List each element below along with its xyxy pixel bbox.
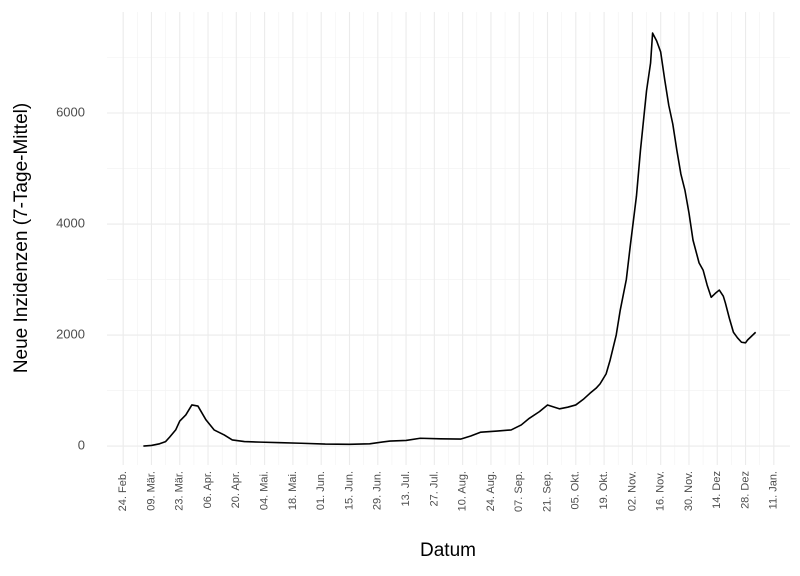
x-tick-label: 21. Sep. xyxy=(541,471,553,512)
x-axis-title: Datum xyxy=(420,540,476,561)
x-tick-label: 06. Apr. xyxy=(202,471,214,508)
x-tick-label: 02. Nov. xyxy=(626,471,638,511)
x-tick-label: 24. Feb. xyxy=(117,471,129,511)
y-tick-label: 6000 xyxy=(56,104,85,119)
x-tick-label: 04. Mai. xyxy=(259,471,271,510)
y-tick-label: 4000 xyxy=(56,215,85,230)
x-tick-label: 30. Nov. xyxy=(683,471,695,511)
x-tick-label: 01. Jun. xyxy=(315,471,327,510)
x-tick-label: 18. Mai. xyxy=(287,471,299,510)
x-tick-label: 07. Sep. xyxy=(513,471,525,512)
x-tick-label: 16. Nov. xyxy=(655,471,667,511)
y-tick-label: 2000 xyxy=(56,326,85,341)
data-line xyxy=(143,32,757,447)
x-tick-label: 27. Jul. xyxy=(428,471,440,506)
x-tick-label: 10. Aug. xyxy=(457,471,469,511)
x-tick-label: 09. Mär. xyxy=(145,471,157,511)
x-tick-label: 11. Jan. xyxy=(768,471,780,509)
y-axis-title: Neue Inzidenzen (7-Tage-Mittel) xyxy=(11,103,32,373)
x-tick-label: 13. Jul. xyxy=(400,471,412,506)
x-tick-label: 14. Dez xyxy=(711,471,723,509)
x-tick-label: 29. Jun. xyxy=(372,471,384,510)
x-tick-label: 20. Apr. xyxy=(230,471,242,508)
x-tick-label: 05. Okt. xyxy=(570,471,582,510)
x-tick-label: 23. Mär. xyxy=(174,471,186,511)
x-tick-label: 15. Jun. xyxy=(343,471,355,510)
x-tick-label: 24. Aug. xyxy=(485,471,497,511)
y-tick-label: 0 xyxy=(78,437,85,452)
x-tick-label: 19. Okt. xyxy=(598,471,610,510)
x-tick-label: 28. Dez xyxy=(739,471,751,509)
